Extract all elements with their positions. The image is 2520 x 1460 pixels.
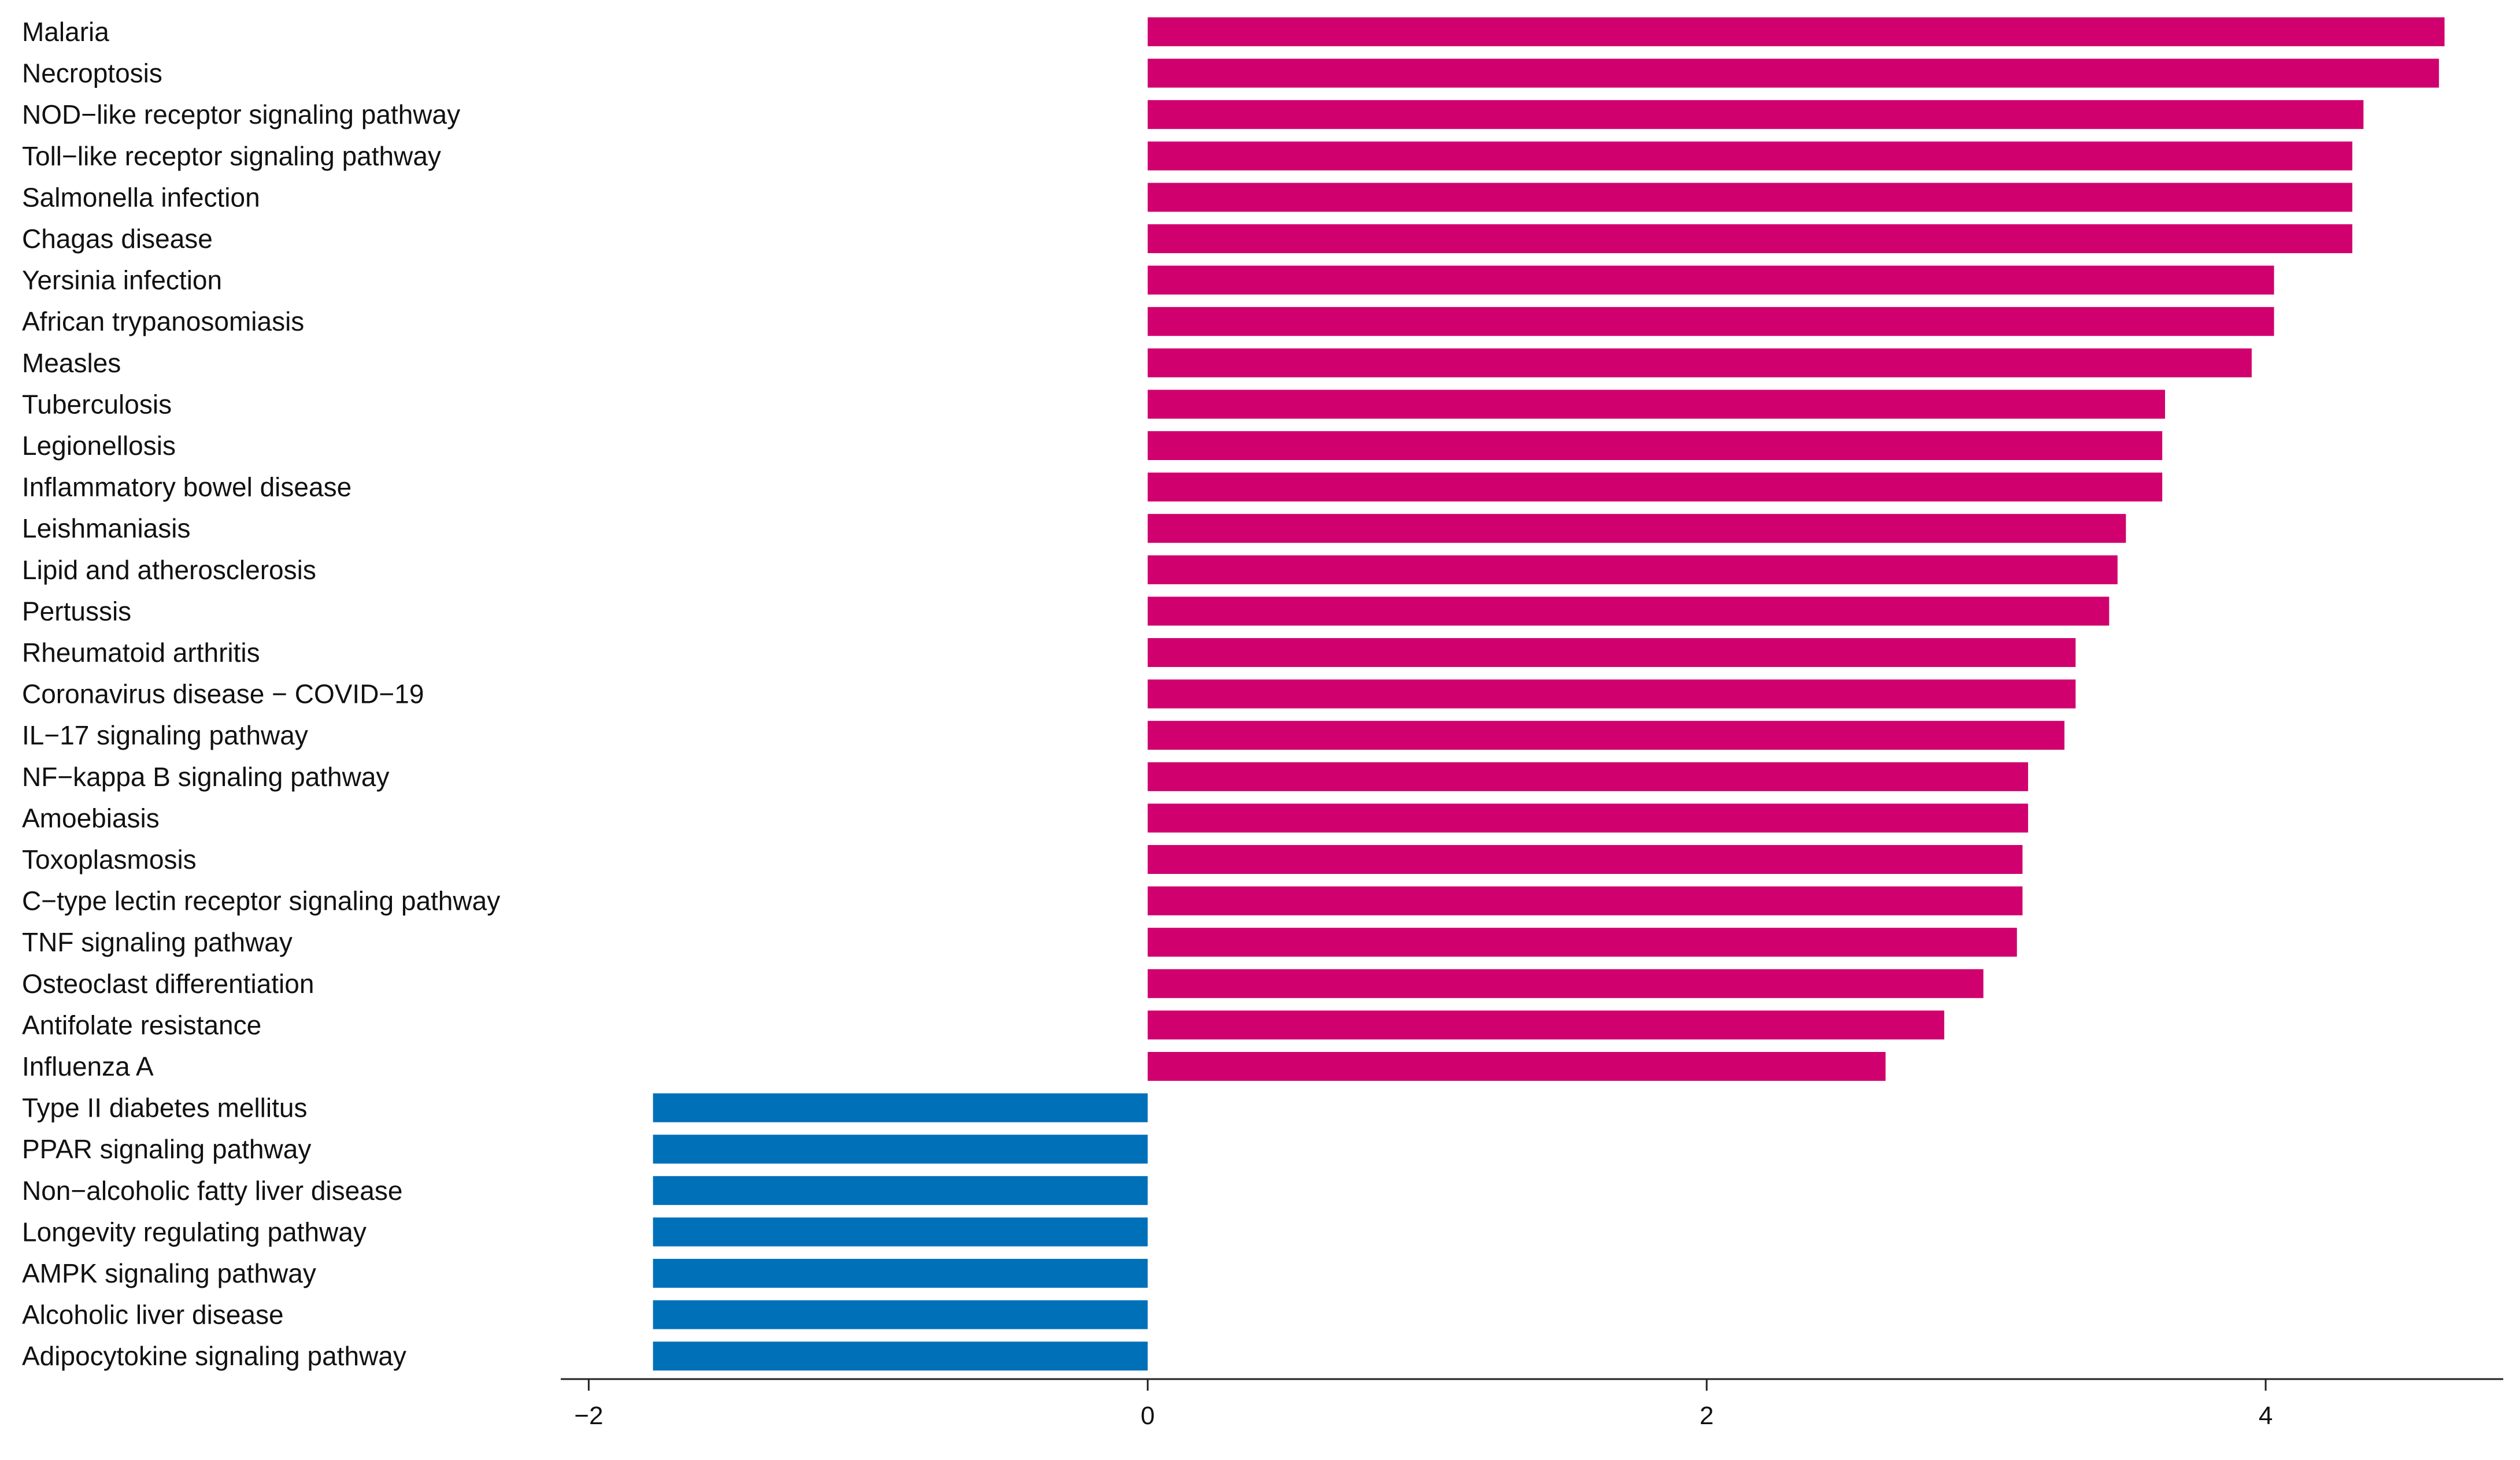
category-label-adipocytokine-signaling-pathway: Adipocytokine signaling pathway bbox=[22, 1341, 406, 1371]
category-label-influenza-a: Influenza A bbox=[22, 1051, 154, 1081]
bar-il-17-signaling-pathway bbox=[1148, 721, 2064, 750]
category-label-nod-like-receptor-signaling-pathway: NOD−like receptor signaling pathway bbox=[22, 99, 460, 129]
category-label-ppar-signaling-pathway: PPAR signaling pathway bbox=[22, 1134, 311, 1164]
category-label-tuberculosis: Tuberculosis bbox=[22, 389, 172, 419]
category-label-toxoplasmosis: Toxoplasmosis bbox=[22, 844, 197, 874]
bar-ampk-signaling-pathway bbox=[653, 1259, 1148, 1288]
category-label-yersinia-infection: Yersinia infection bbox=[22, 265, 222, 295]
bar-longevity-regulating-pathway bbox=[653, 1217, 1148, 1247]
bar-osteoclast-differentiation bbox=[1148, 969, 1984, 998]
bar-type-ii-diabetes-mellitus bbox=[653, 1093, 1148, 1122]
bar-toll-like-receptor-signaling-pathway bbox=[1148, 141, 2352, 171]
bar-inflammatory-bowel-disease bbox=[1148, 472, 2163, 502]
x-tick-label-3: 4 bbox=[2259, 1402, 2273, 1430]
bar-pertussis bbox=[1148, 596, 2110, 626]
bar-malaria bbox=[1148, 17, 2445, 46]
category-label-salmonella-infection: Salmonella infection bbox=[22, 182, 260, 212]
bar-tuberculosis bbox=[1148, 390, 2166, 419]
bar-adipocytokine-signaling-pathway bbox=[653, 1342, 1148, 1371]
bar-legionellosis bbox=[1148, 431, 2163, 460]
category-label-type-ii-diabetes-mellitus: Type II diabetes mellitus bbox=[22, 1093, 307, 1123]
bar-necroptosis bbox=[1148, 58, 2439, 88]
x-axis: −2 0 2 4 bbox=[561, 1378, 2503, 1430]
category-label-leishmaniasis: Leishmaniasis bbox=[22, 513, 190, 543]
bar-african-trypanosomiasis bbox=[1148, 307, 2274, 336]
category-labels-group: Malaria Necroptosis NOD−like receptor sign… bbox=[22, 17, 500, 1371]
category-label-alcoholic-liver-disease: Alcoholic liver disease bbox=[22, 1300, 284, 1330]
bar-non-alcoholic-fatty-liver-disease bbox=[653, 1176, 1148, 1205]
bar-influenza-a bbox=[1148, 1052, 1886, 1081]
category-label-african-trypanosomiasis: African trypanosomiasis bbox=[22, 306, 304, 336]
bar-yersinia-infection bbox=[1148, 265, 2274, 295]
x-tick-label-2: 2 bbox=[1700, 1402, 1714, 1430]
category-label-c-type-lectin-receptor-signaling-pathway: C−type lectin receptor signaling pathway bbox=[22, 886, 500, 916]
category-label-malaria: Malaria bbox=[22, 17, 109, 47]
category-label-legionellosis: Legionellosis bbox=[22, 431, 176, 461]
bar-ppar-signaling-pathway bbox=[653, 1135, 1148, 1164]
category-label-longevity-regulating-pathway: Longevity regulating pathway bbox=[22, 1217, 367, 1247]
category-label-necroptosis: Necroptosis bbox=[22, 58, 162, 88]
category-label-pertussis: Pertussis bbox=[22, 596, 131, 626]
category-label-il-17-signaling-pathway: IL−17 signaling pathway bbox=[22, 720, 308, 750]
x-tick-label-0: −2 bbox=[574, 1402, 603, 1430]
category-label-inflammatory-bowel-disease: Inflammatory bowel disease bbox=[22, 472, 351, 502]
category-label-osteoclast-differentiation: Osteoclast differentiation bbox=[22, 969, 314, 999]
bar-c-type-lectin-receptor-signaling-pathway bbox=[1148, 886, 2023, 916]
category-label-amoebiasis: Amoebiasis bbox=[22, 803, 160, 833]
bar-alcoholic-liver-disease bbox=[653, 1300, 1148, 1329]
bar-amoebiasis bbox=[1148, 803, 2029, 833]
bar-salmonella-infection bbox=[1148, 183, 2352, 212]
category-label-non-alcoholic-fatty-liver-disease: Non−alcoholic fatty liver disease bbox=[22, 1176, 402, 1206]
category-label-rheumatoid-arthritis: Rheumatoid arthritis bbox=[22, 638, 260, 668]
bar-nod-like-receptor-signaling-pathway bbox=[1148, 100, 2364, 129]
bar-measles bbox=[1148, 348, 2252, 377]
bar-antifolate-resistance bbox=[1148, 1010, 1945, 1040]
category-label-coronavirus-disease-covid-19: Coronavirus disease − COVID−19 bbox=[22, 679, 424, 709]
bars-group bbox=[653, 17, 2445, 1371]
category-label-lipid-and-atherosclerosis: Lipid and atherosclerosis bbox=[22, 555, 316, 585]
category-label-chagas-disease: Chagas disease bbox=[22, 224, 213, 254]
category-label-measles: Measles bbox=[22, 348, 121, 378]
category-label-tnf-signaling-pathway: TNF signaling pathway bbox=[22, 927, 293, 957]
bar-rheumatoid-arthritis bbox=[1148, 638, 2076, 667]
bar-chagas-disease bbox=[1148, 224, 2352, 253]
category-label-toll-like-receptor-signaling-pathway: Toll−like receptor signaling pathway bbox=[22, 141, 441, 171]
bar-coronavirus-disease-covid-19 bbox=[1148, 679, 2076, 709]
bar-tnf-signaling-pathway bbox=[1148, 928, 2017, 957]
bar-toxoplasmosis bbox=[1148, 845, 2023, 874]
category-label-ampk-signaling-pathway: AMPK signaling pathway bbox=[22, 1258, 316, 1288]
category-label-nf-kappa-b-signaling-pathway: NF−kappa B signaling pathway bbox=[22, 762, 389, 792]
x-tick-label-1: 0 bbox=[1141, 1402, 1154, 1430]
bar-nf-kappa-b-signaling-pathway bbox=[1148, 762, 2029, 791]
category-label-antifolate-resistance: Antifolate resistance bbox=[22, 1010, 261, 1040]
bar-leishmaniasis bbox=[1148, 514, 2126, 543]
bar-lipid-and-atherosclerosis bbox=[1148, 555, 2118, 584]
